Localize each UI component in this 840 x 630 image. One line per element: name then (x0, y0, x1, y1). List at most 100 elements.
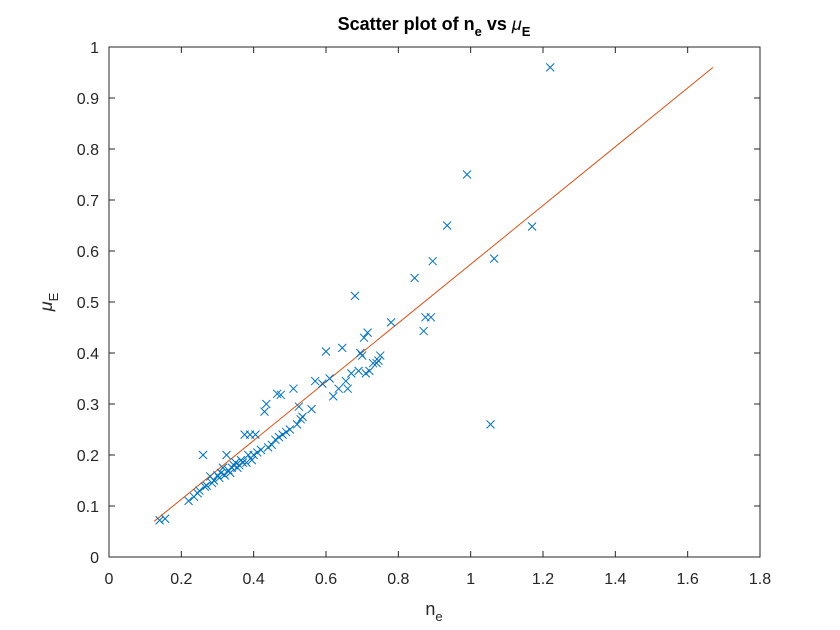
y-label-subscript: E (46, 292, 61, 301)
scatter-point (213, 471, 222, 480)
scatter-point (289, 384, 298, 394)
scatter-point (271, 435, 280, 445)
scatter-point (357, 351, 367, 360)
y-axis-label: μE (36, 292, 61, 312)
y-tick-label: 0.1 (77, 499, 99, 516)
scatter-point (294, 402, 304, 411)
x-axis-label: ne (425, 599, 442, 624)
scatter-point (222, 450, 231, 460)
scatter-point (307, 404, 316, 414)
scatter-point (346, 369, 356, 378)
scatter-point (428, 256, 438, 266)
scatter-point (256, 445, 266, 455)
scatter-point (328, 391, 338, 401)
y-tick-label: 0.6 (77, 244, 99, 261)
scatter-point (298, 412, 307, 422)
scatter-point (343, 384, 353, 394)
scatter-point (218, 463, 228, 473)
scatter-point (261, 399, 271, 409)
scatter-point (263, 442, 273, 452)
y-tick-label: 0 (90, 550, 99, 567)
scatter-point (365, 366, 374, 376)
title-mu: μ (511, 14, 522, 34)
scatter-point (325, 374, 334, 383)
scatter-point (368, 358, 378, 368)
y-tick-label: 0.7 (77, 193, 99, 210)
y-tick-label: 0.2 (77, 448, 99, 465)
scatter-point (242, 458, 251, 468)
scatter-point (419, 326, 429, 336)
scatter-point (285, 425, 295, 434)
scatter-point (361, 369, 371, 378)
scatter-point (489, 254, 499, 264)
scatter-point (292, 420, 302, 429)
scatter-point (160, 514, 170, 524)
scatter-point (251, 430, 260, 439)
scatter-point (155, 515, 164, 525)
x-tick-label: 0 (105, 571, 114, 588)
scatter-point (267, 440, 277, 450)
scatter-point (234, 460, 244, 470)
x-tick-label: 0.2 (170, 571, 192, 588)
scatter-point (486, 420, 495, 429)
title-prefix: Scatter plot of n (338, 14, 475, 34)
scatter-point (359, 333, 369, 343)
scatter-point (200, 482, 210, 491)
scatter-point (231, 458, 240, 468)
scatter-point (527, 222, 537, 231)
scatter-point (410, 273, 419, 283)
scatter-point (236, 455, 246, 465)
scatter-point (296, 414, 306, 424)
plot-area (153, 63, 714, 525)
scatter-point (193, 488, 202, 498)
scatter-point (198, 450, 208, 460)
scatter-point (318, 379, 327, 388)
scatter-point (386, 318, 396, 327)
scatter-point (545, 63, 555, 72)
scatter-point (247, 455, 257, 465)
scatter-point (207, 478, 217, 488)
scatter-point (462, 170, 472, 179)
y-tick-label: 1 (90, 40, 99, 57)
scatter-point (321, 347, 331, 356)
scatter-point (310, 376, 320, 386)
scatter-point (374, 356, 383, 366)
scatter-point (375, 351, 385, 360)
scatter-point (442, 221, 452, 230)
scatter-point (341, 376, 351, 386)
scatter-point (249, 450, 259, 460)
y-tick-label: 0.4 (77, 346, 99, 363)
scatter-point (354, 366, 363, 376)
x-tick-label: 1 (466, 571, 475, 588)
x-tick-label: 0.6 (315, 571, 337, 588)
x-tick-label: 1.2 (532, 571, 554, 588)
fit-line (153, 67, 714, 522)
title-mu-subscript: E (522, 24, 531, 39)
scatter-point (225, 468, 235, 478)
scatter-point (216, 468, 226, 478)
y-tick-label: 0.8 (77, 142, 99, 159)
x-tick-label: 0.4 (243, 571, 265, 588)
scatter-point (337, 343, 347, 353)
x-label-base: n (425, 599, 435, 619)
x-axis-ticks: 0 0.2 0.4 0.6 0.8 1 1.2 1.4 1.6 1.8 (105, 47, 771, 588)
scatter-point (350, 291, 360, 301)
scatter-point (184, 496, 193, 506)
scatter-point (195, 486, 204, 496)
y-tick-label: 0.5 (77, 295, 99, 312)
scatter-point (278, 430, 287, 439)
y-label-base: μ (36, 301, 56, 312)
y-tick-label: 0.9 (77, 91, 99, 108)
x-tick-label: 0.8 (387, 571, 409, 588)
scatter-point (214, 473, 224, 483)
scatter-point (260, 407, 269, 417)
scatter-point (238, 458, 248, 468)
title-prefix-subscript: e (475, 24, 482, 39)
scatter-point (202, 481, 212, 490)
scatter-point (426, 312, 436, 322)
scatter-point (274, 432, 284, 442)
scatter-point (281, 427, 291, 437)
scatter-point (372, 358, 381, 368)
